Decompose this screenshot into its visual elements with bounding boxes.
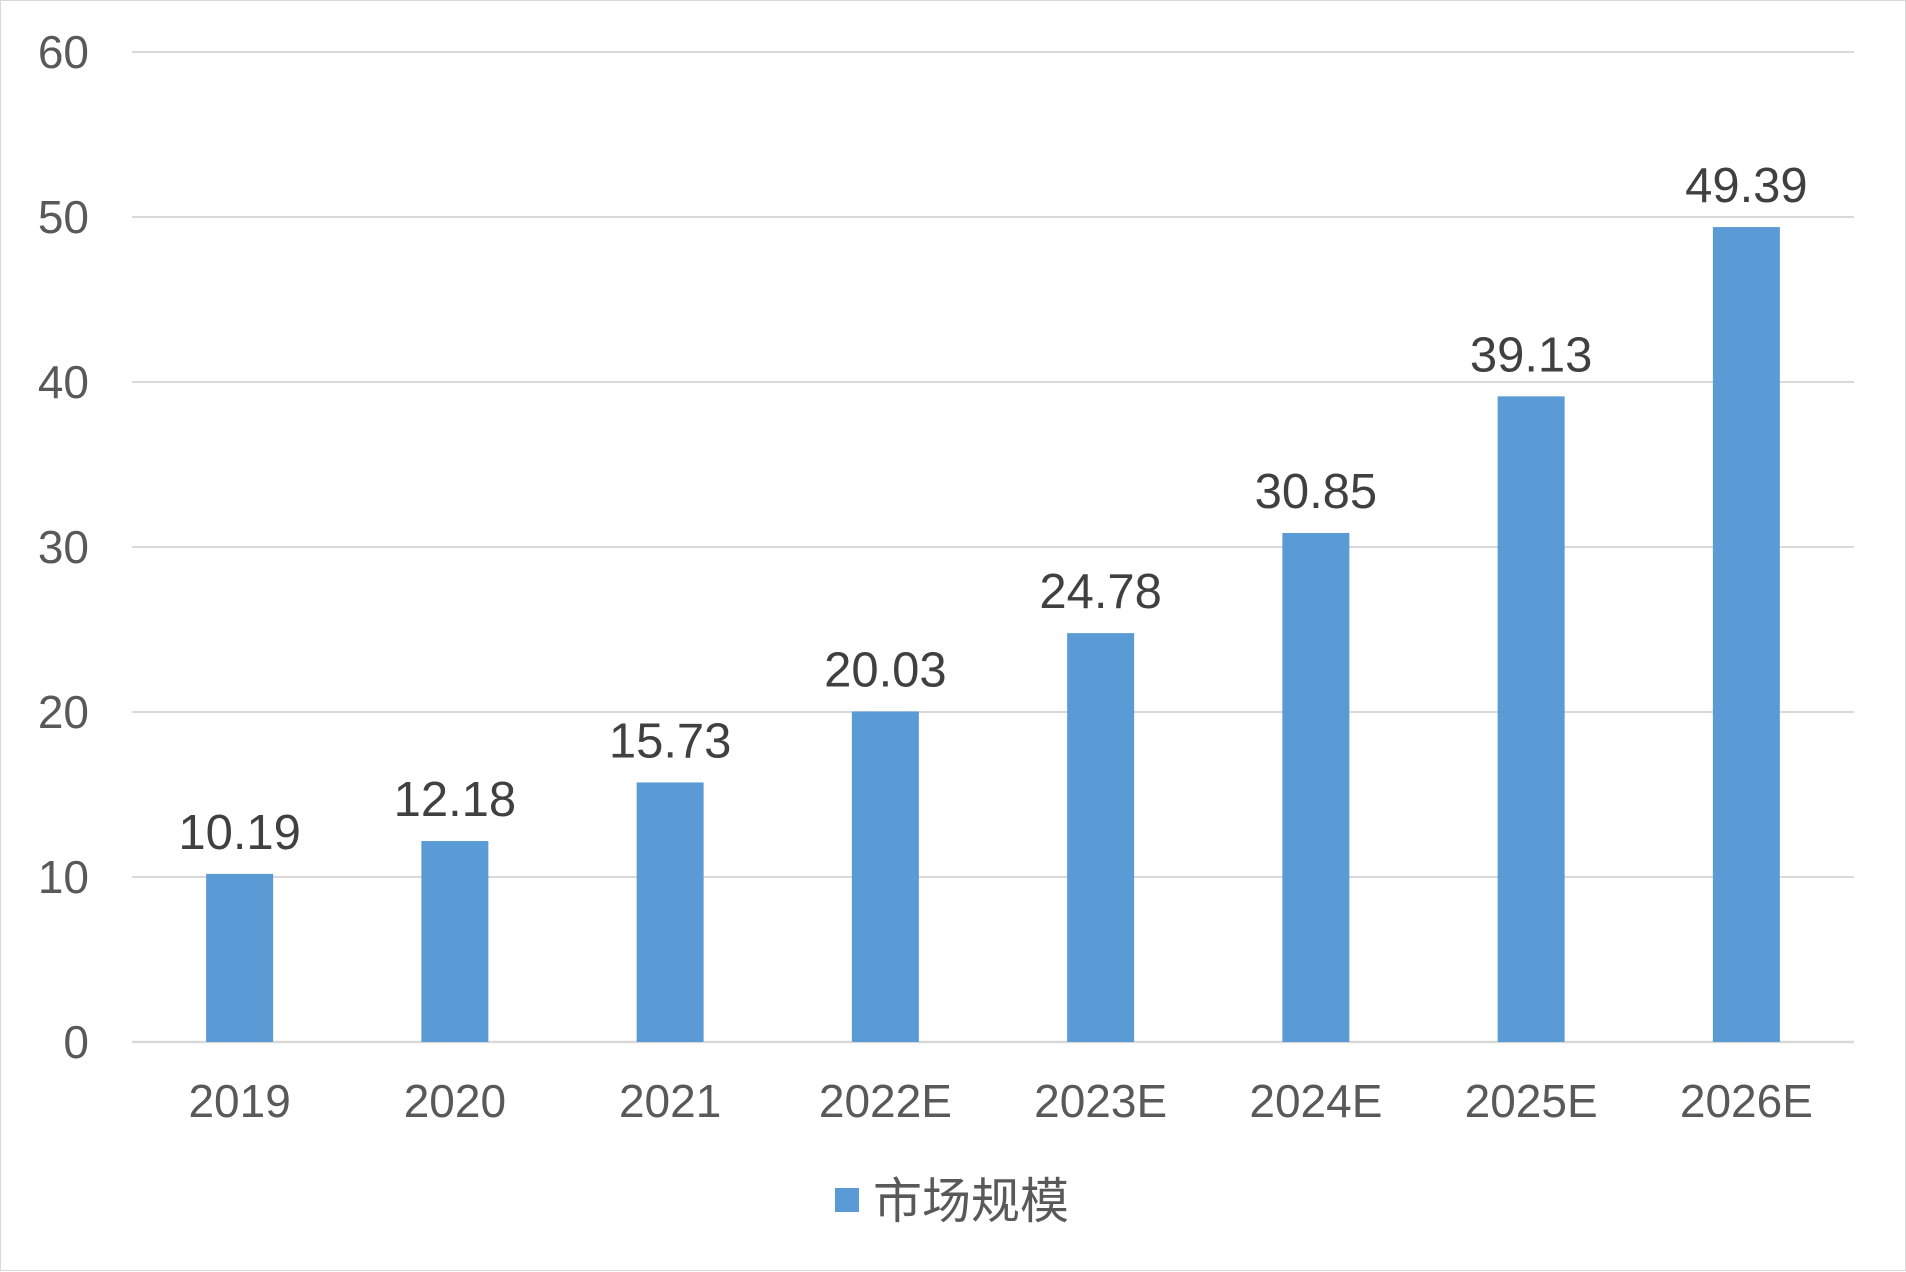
y-tick-label: 50: [38, 191, 89, 243]
legend-label-market-size: 市场规模: [873, 1175, 1069, 1229]
bar: [851, 711, 919, 1042]
data-label: 10.19: [178, 806, 301, 860]
data-label: 12.18: [394, 773, 517, 827]
bar: [206, 873, 274, 1042]
y-tick-label: 20: [38, 686, 89, 738]
x-tick-label: 2019: [188, 1075, 290, 1127]
legend: 市场规模: [835, 1175, 1069, 1229]
x-tick-label: 2024E: [1249, 1075, 1382, 1127]
y-tick-label: 60: [38, 26, 89, 78]
bar: [636, 782, 704, 1042]
bar: [1067, 633, 1135, 1042]
data-label: 39.13: [1470, 328, 1593, 382]
bar: [421, 841, 489, 1042]
y-tick-label: 0: [63, 1016, 89, 1068]
bars: [206, 227, 1780, 1043]
bar: [1497, 396, 1565, 1043]
legend-swatch-market-size: [835, 1188, 859, 1212]
y-tick-label: 10: [38, 851, 89, 903]
data-label: 30.85: [1255, 465, 1378, 519]
y-axis-ticks: 0 10 20 30 40 50 60: [38, 26, 89, 1068]
x-tick-label: 2022E: [819, 1075, 952, 1127]
x-axis-ticks: 2019 2020 2021 2022E 2023E 2024E 2025E 2026E: [188, 1075, 1812, 1127]
y-tick-label: 40: [38, 356, 89, 408]
data-label: 20.03: [824, 644, 947, 698]
y-tick-label: 30: [38, 521, 89, 573]
x-tick-label: 2021: [619, 1075, 721, 1127]
data-labels: 10.19 12.18 15.73 20.03 24.78 30.85 39.13 49.39: [178, 159, 1807, 860]
data-label: 24.78: [1039, 565, 1162, 619]
data-label: 49.39: [1685, 159, 1808, 213]
bar: [1712, 227, 1780, 1042]
x-tick-label: 2025E: [1465, 1075, 1598, 1127]
x-tick-label: 2026E: [1680, 1075, 1813, 1127]
gridlines: [132, 51, 1854, 1044]
bar: [1282, 532, 1350, 1042]
x-tick-label: 2023E: [1034, 1075, 1167, 1127]
data-label: 15.73: [609, 714, 732, 768]
x-tick-label: 2020: [404, 1075, 506, 1127]
